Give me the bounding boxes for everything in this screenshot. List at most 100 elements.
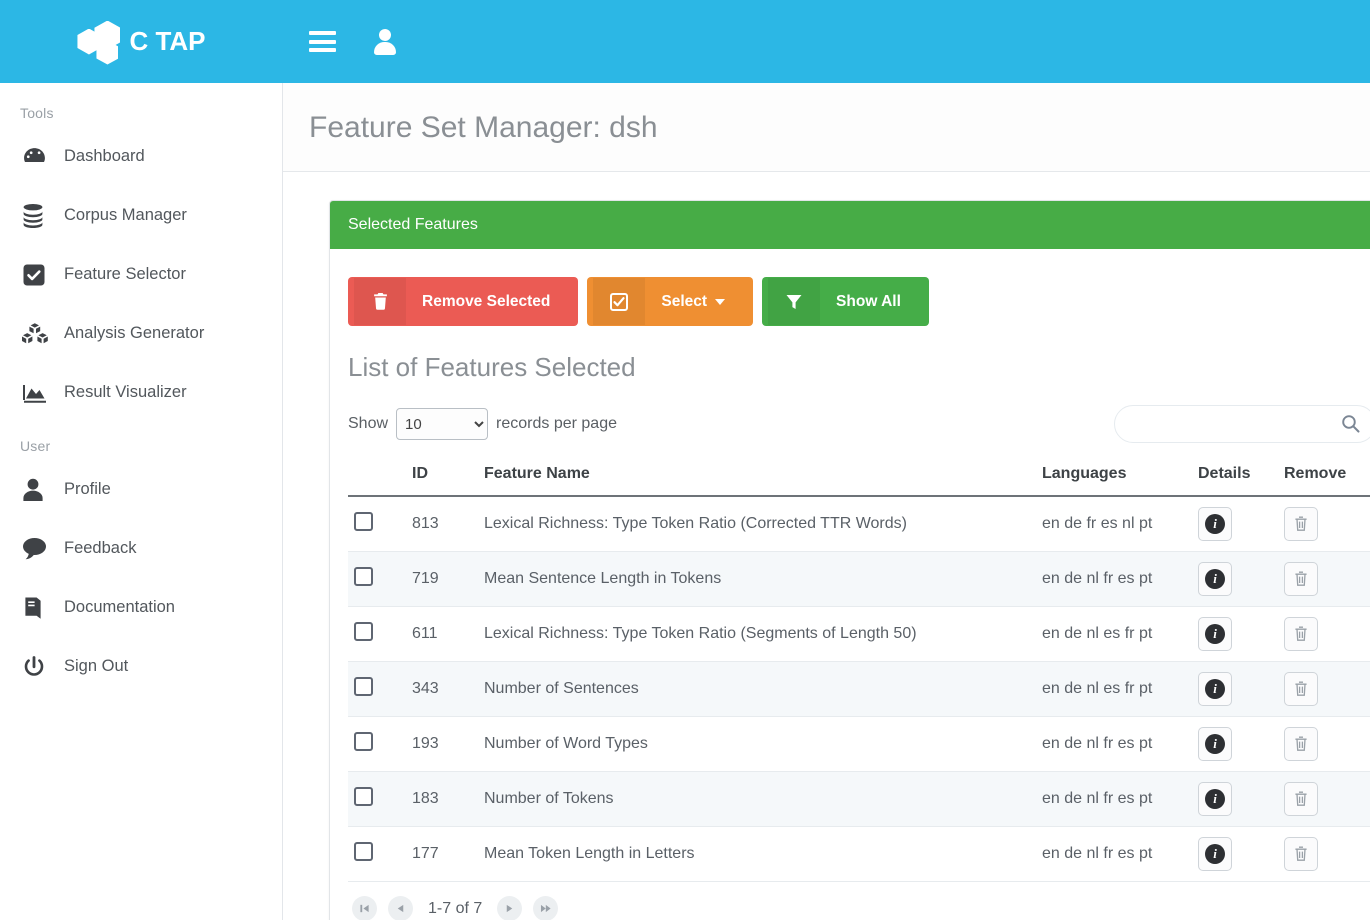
row-languages: en de nl fr es pt [1036, 551, 1192, 607]
show-all-button[interactable]: Show All [762, 277, 929, 326]
sidebar-section-tools: Tools [20, 105, 54, 121]
sidebar-item-profile[interactable]: Profile [0, 460, 282, 519]
sidebar: Tools Dashboard Corpus Manager Feature S… [0, 83, 283, 920]
row-details-cell: i [1192, 496, 1278, 552]
remove-selected-button[interactable]: Remove Selected [348, 277, 579, 326]
details-button[interactable]: i [1198, 507, 1232, 541]
table-controls: Show 102550100 records per page [348, 405, 1370, 443]
remove-row-button[interactable] [1284, 617, 1318, 651]
row-remove-cell [1278, 716, 1370, 772]
sidebar-item-sign-out[interactable]: Sign Out [0, 637, 282, 696]
search-input[interactable] [1114, 405, 1370, 443]
table-row: 611 Lexical Richness: Type Token Ratio (S… [348, 606, 1370, 662]
row-checkbox[interactable] [354, 842, 373, 861]
row-checkbox-cell [348, 606, 406, 662]
column-header-languages[interactable]: Languages [1036, 459, 1192, 497]
remove-row-button[interactable] [1284, 727, 1318, 761]
next-page-icon[interactable] [497, 896, 523, 920]
sidebar-item-dashboard[interactable]: Dashboard [0, 127, 282, 186]
row-checkbox[interactable] [354, 512, 373, 531]
row-remove-cell [1278, 606, 1370, 662]
remove-selected-label: Remove Selected [422, 292, 551, 310]
row-id: 343 [406, 661, 478, 717]
row-feature-name: Number of Tokens [478, 771, 1036, 827]
row-checkbox[interactable] [354, 677, 373, 696]
row-details-cell: i [1192, 661, 1278, 717]
column-header-details: Details [1192, 459, 1278, 497]
row-feature-name: Lexical Richness: Type Token Ratio (Segm… [478, 606, 1036, 662]
sidebar-section-user: User [20, 438, 51, 454]
sidebar-item-documentation[interactable]: Documentation [0, 578, 282, 637]
hamburger-menu-icon[interactable] [309, 31, 336, 52]
details-button[interactable]: i [1198, 672, 1232, 706]
row-checkbox-cell [348, 496, 406, 552]
remove-row-button[interactable] [1284, 837, 1318, 871]
info-icon: i [1205, 624, 1225, 644]
row-details-cell: i [1192, 716, 1278, 772]
trash-icon [354, 278, 406, 325]
sidebar-item-label: Sign Out [64, 657, 129, 675]
row-checkbox[interactable] [354, 567, 373, 586]
row-details-cell: i [1192, 606, 1278, 662]
sidebar-item-result-visualizer[interactable]: Result Visualizer [0, 363, 282, 422]
main-content: Feature Set Manager: dsh Selected Featur… [283, 83, 1370, 920]
row-id: 719 [406, 551, 478, 607]
sidebar-item-label: Profile [64, 480, 111, 498]
select-dropdown-button[interactable]: Select [587, 277, 754, 326]
remove-row-button[interactable] [1284, 507, 1318, 541]
row-details-cell: i [1192, 826, 1278, 882]
features-table-body: 813 Lexical Richness: Type Token Ratio (C… [348, 496, 1370, 882]
details-button[interactable]: i [1198, 727, 1232, 761]
user-account-icon[interactable] [372, 28, 398, 55]
row-checkbox-cell [348, 716, 406, 772]
row-checkbox[interactable] [354, 622, 373, 641]
last-page-icon[interactable] [533, 896, 559, 920]
features-table: ID Feature Name Languages Details Remove… [348, 459, 1370, 882]
info-icon: i [1205, 789, 1225, 809]
book-icon [22, 595, 64, 621]
remove-row-button[interactable] [1284, 782, 1318, 816]
select-label-text: Select [661, 292, 708, 310]
remove-row-button[interactable] [1284, 672, 1318, 706]
filter-funnel-icon [768, 278, 821, 325]
previous-page-icon[interactable] [388, 896, 413, 920]
sidebar-item-feedback[interactable]: Feedback [0, 519, 282, 578]
row-checkbox-cell [348, 826, 406, 882]
info-icon: i [1205, 514, 1225, 534]
details-button[interactable]: i [1198, 562, 1232, 596]
row-feature-name: Number of Sentences [478, 661, 1036, 717]
first-page-icon[interactable] [352, 896, 377, 920]
remove-row-button[interactable] [1284, 562, 1318, 596]
row-languages: en de nl fr es pt [1036, 771, 1192, 827]
table-row: 177 Mean Token Length in Letters en de nl … [348, 826, 1370, 882]
records-per-page-select[interactable]: 102550100 [396, 408, 489, 440]
cubes-icon [22, 321, 64, 347]
brand-logo[interactable]: C TAP [0, 0, 283, 83]
info-icon: i [1205, 734, 1225, 754]
column-header-id[interactable]: ID [406, 459, 478, 497]
row-id: 193 [406, 716, 478, 772]
row-remove-cell [1278, 661, 1370, 717]
details-button[interactable]: i [1198, 617, 1232, 651]
sidebar-item-analysis-generator[interactable]: Analysis Generator [0, 304, 282, 363]
column-header-checkbox [348, 459, 406, 497]
row-feature-name: Mean Sentence Length in Tokens [478, 551, 1036, 607]
row-id: 177 [406, 826, 478, 882]
row-checkbox[interactable] [354, 732, 373, 751]
details-button[interactable]: i [1198, 782, 1232, 816]
details-button[interactable]: i [1198, 837, 1232, 871]
hexagon-cluster-icon [77, 20, 123, 65]
sidebar-item-label: Feature Selector [64, 265, 186, 283]
chevron-down-icon [715, 298, 726, 305]
info-icon: i [1205, 569, 1225, 589]
column-header-name[interactable]: Feature Name [478, 459, 1036, 497]
row-checkbox[interactable] [354, 787, 373, 806]
row-feature-name: Number of Word Types [478, 716, 1036, 772]
sidebar-item-feature-selector[interactable]: Feature Selector [0, 245, 282, 304]
row-checkbox-cell [348, 661, 406, 717]
checkbox-check-icon [593, 278, 646, 325]
sidebar-item-label: Result Visualizer [64, 383, 187, 401]
power-off-icon [22, 654, 64, 680]
sidebar-item-corpus-manager[interactable]: Corpus Manager [0, 186, 282, 245]
row-languages: en de fr es nl pt [1036, 496, 1192, 552]
